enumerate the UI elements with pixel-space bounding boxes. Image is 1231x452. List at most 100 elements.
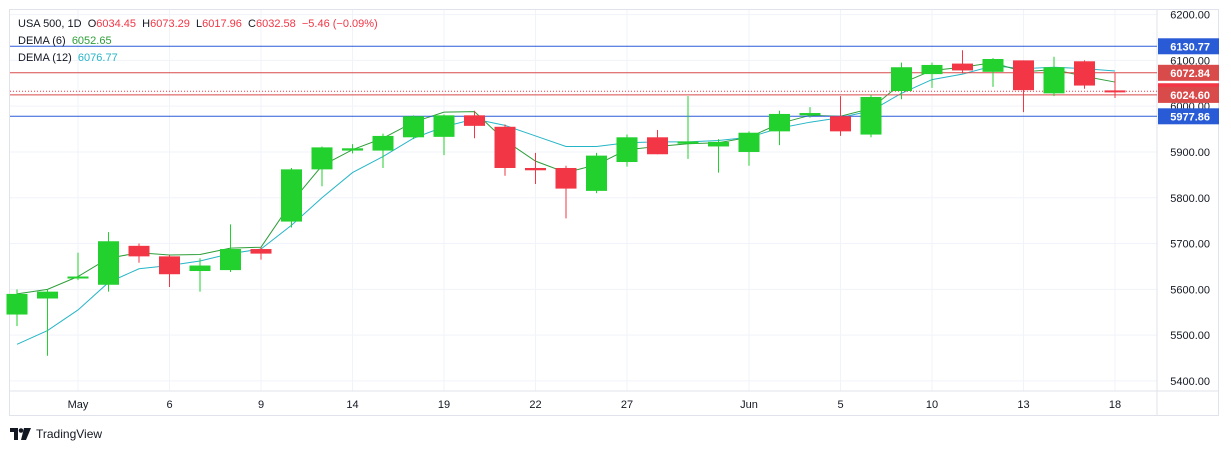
candle[interactable] (128, 243, 150, 263)
time-tick-label: 14 (346, 399, 358, 411)
price-tick-label: 5400.00 (1170, 376, 1210, 388)
legend-dema12-row[interactable]: DEMA (12) 6076.77 (18, 50, 378, 67)
legend-low: 6017.96 (202, 18, 242, 30)
candle-body (525, 167, 546, 171)
candle[interactable] (586, 152, 607, 194)
candle[interactable] (1074, 60, 1095, 89)
price-tick-label: 5700.00 (1170, 239, 1210, 251)
candle[interactable] (891, 62, 912, 100)
candle[interactable] (677, 96, 699, 159)
candle[interactable] (982, 58, 1004, 87)
legend-open: 6034.45 (96, 18, 137, 30)
price-tag: 6072.84 (1158, 64, 1219, 81)
legend-dema12-value: 6076.77 (77, 52, 118, 64)
candle-body (433, 115, 455, 137)
candle[interactable] (220, 224, 241, 272)
price-tick-label: 5900.00 (1170, 147, 1210, 159)
time-tick-label: 9 (258, 399, 264, 411)
price-tag-label: 6130.77 (1170, 41, 1210, 53)
time-tick-label: Jun (740, 399, 758, 411)
time-tick-label: 5 (837, 399, 843, 411)
chart-legend: USA 500, 1D O6034.45 H6073.29 L6017.96 C… (18, 16, 378, 67)
candle[interactable] (342, 144, 363, 154)
legend-change: −5.46 (−0.09%) (301, 18, 378, 30)
tradingview-brand[interactable]: TradingView (10, 427, 102, 441)
candle[interactable] (159, 254, 180, 288)
candle-body (189, 265, 211, 272)
candle[interactable] (189, 258, 211, 292)
candle[interactable] (98, 232, 119, 292)
price-axis[interactable]: 6200.006100.006000.005900.005800.005700.… (1170, 10, 1210, 388)
candle-body (250, 249, 272, 254)
legend-high-label: H (142, 18, 151, 30)
candle-body (860, 97, 882, 135)
price-tag-label: 6024.60 (1170, 90, 1210, 102)
candle[interactable] (525, 152, 546, 185)
price-tag-bg (1158, 108, 1219, 125)
candle[interactable] (1043, 56, 1065, 97)
legend-ohlc-row: USA 500, 1D O6034.45 H6073.29 L6017.96 C… (18, 16, 378, 33)
legend-dema6-row[interactable]: DEMA (6) 6052.65 (18, 33, 378, 50)
candle[interactable] (799, 107, 821, 118)
horizontal-levels (10, 45, 1157, 117)
candle-body (220, 249, 241, 271)
time-tick-label: 6 (166, 399, 172, 411)
candle[interactable] (311, 146, 333, 187)
candle[interactable] (708, 139, 729, 173)
legend-high: 6073.29 (150, 18, 190, 30)
grid-lines (9, 9, 1219, 416)
candle-body (1074, 61, 1095, 86)
candle[interactable] (6, 289, 28, 326)
candles[interactable] (6, 50, 1126, 356)
legend-symbol[interactable]: USA 500, 1D (18, 18, 82, 30)
price-tick-label: 6100.00 (1170, 55, 1210, 67)
candle[interactable] (67, 252, 89, 281)
time-tick-label: 10 (926, 399, 938, 411)
legend-dema12-label: DEMA (12) (18, 52, 72, 64)
candle-body (403, 116, 424, 138)
price-tag: 6130.77 (1158, 38, 1219, 55)
candle[interactable] (37, 289, 58, 356)
candle[interactable] (281, 167, 302, 228)
candle[interactable] (494, 124, 516, 176)
price-tick-label: 5800.00 (1170, 193, 1210, 205)
price-tag: 6024.60 (1158, 86, 1219, 103)
candle-body (464, 115, 485, 126)
candle-body (372, 135, 394, 151)
chart-frame (9, 9, 1219, 416)
candle[interactable] (372, 133, 394, 168)
candle[interactable] (921, 62, 943, 88)
price-tick-label: 5600.00 (1170, 284, 1210, 296)
candle[interactable] (647, 129, 668, 155)
candle[interactable] (403, 115, 424, 140)
legend-close: 6032.58 (255, 18, 296, 30)
candle[interactable] (952, 50, 973, 74)
candle[interactable] (830, 96, 851, 136)
candle-body (952, 63, 973, 71)
time-axis[interactable]: May 6 9 14 19 22 27 Jun 5 10 13 18 (68, 399, 1122, 411)
candle[interactable] (250, 247, 272, 260)
price-tag: 5977.86 (1158, 108, 1219, 125)
candle[interactable] (1104, 72, 1126, 98)
candle[interactable] (555, 165, 577, 219)
candle[interactable] (1013, 60, 1034, 113)
legend-dema6-label: DEMA (6) (18, 35, 66, 47)
candle[interactable] (738, 131, 760, 166)
time-tick-label: 22 (529, 399, 541, 411)
candle-body (67, 276, 89, 279)
candle[interactable] (464, 110, 485, 139)
time-tick-label: May (68, 399, 89, 411)
time-tick-label: 18 (1109, 399, 1121, 411)
time-tick-label: 19 (438, 399, 450, 411)
candle[interactable] (616, 134, 638, 167)
candle[interactable] (433, 114, 455, 156)
candle[interactable] (860, 94, 882, 138)
time-tick-label: 13 (1017, 399, 1029, 411)
candle-body (647, 137, 668, 155)
candle-body (342, 148, 363, 151)
price-tag-bg (1158, 38, 1219, 55)
price-tick-label: 6200.00 (1170, 10, 1210, 22)
candle[interactable] (769, 110, 790, 146)
candle-body (830, 116, 851, 132)
